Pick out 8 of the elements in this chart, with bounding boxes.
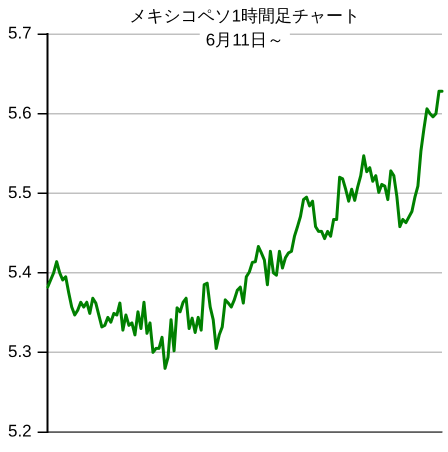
y-tick-label: 5.7 — [8, 24, 32, 43]
y-tick-label: 5.2 — [8, 422, 32, 441]
y-tick-label: 5.5 — [8, 182, 32, 202]
chart-title: メキシコペソ1時間足チャート — [130, 6, 360, 26]
y-tick-label: 5.3 — [8, 342, 32, 362]
y-tick-label: 5.4 — [8, 262, 32, 282]
y-tick-label: 5.6 — [8, 103, 32, 122]
chart-subtitle: 6月11日～ — [206, 30, 284, 50]
